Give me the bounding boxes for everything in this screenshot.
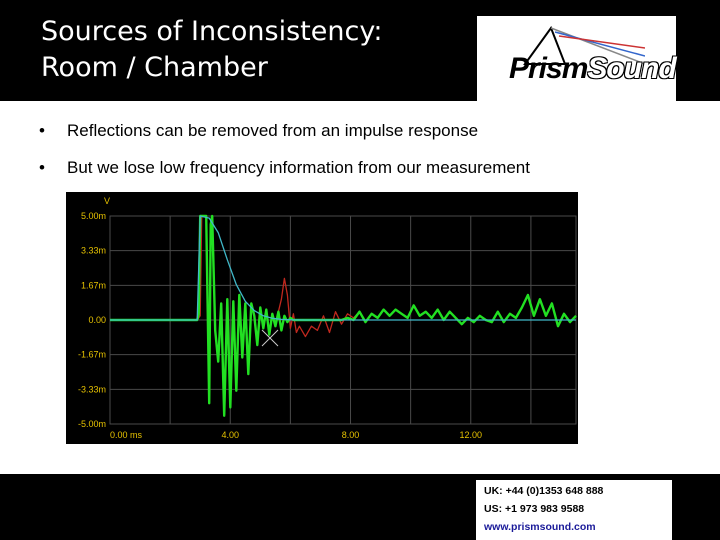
series-line-green: [110, 214, 577, 417]
logo-wordmark: PrismSound: [509, 52, 677, 85]
contact-uk-phone: UK: +44 (0)1353 648 888: [484, 485, 604, 497]
logo-top-strip: [477, 0, 676, 17]
x-tick-label: 0.00 ms: [110, 430, 143, 440]
contact-us-phone: US: +1 973 983 9588: [484, 503, 585, 515]
y-tick-label: 0.00: [88, 315, 106, 325]
oscilloscope-chart: 5.00m 3.33m 1.67m 0.00 -1.67m -3.33m -5.00m 0.0…: [66, 192, 578, 444]
x-tick-label: 4.00: [221, 430, 239, 440]
y-tick-label: -5.00m: [78, 419, 106, 429]
y-tick-label: 5.00m: [81, 211, 106, 221]
contact-box: UK: +44 (0)1353 648 888 US: +1 973 983 9…: [476, 480, 672, 540]
chart-series: [110, 214, 577, 417]
bullet-list: • Reflections can be removed from an impu…: [39, 120, 530, 194]
slide-title-line-1: Sources of Inconsistency:: [41, 16, 383, 47]
bullet-item: • But we lose low frequency information f…: [39, 158, 530, 177]
prism-icon: [523, 26, 645, 65]
y-axis-label: V: [104, 196, 110, 206]
bullet-text: Reflections can be removed from an impul…: [67, 121, 479, 140]
chart-ticks: 5.00m 3.33m 1.67m 0.00 -1.67m -3.33m -5.00m 0.0…: [78, 211, 482, 440]
cursor-marker: [261, 329, 279, 347]
y-tick-label: 3.33m: [81, 246, 106, 256]
slide-title-line-2: Room / Chamber: [41, 52, 268, 83]
y-tick-label: -3.33m: [78, 384, 106, 394]
chart-svg: 5.00m 3.33m 1.67m 0.00 -1.67m -3.33m -5.00m 0.0…: [78, 196, 577, 440]
slide-title: Sources of Inconsistency: Room / Chamber: [41, 14, 461, 86]
bullet-text: But we lose low frequency information fr…: [67, 158, 530, 177]
series-line-cyan: [110, 215, 576, 321]
prism-sound-logo: PrismSound: [477, 16, 677, 101]
x-tick-label: 8.00: [342, 430, 360, 440]
x-tick-label: 12.00: [460, 430, 483, 440]
y-tick-label: -1.67m: [78, 350, 106, 360]
contact-website-link[interactable]: www.prismsound.com: [484, 521, 596, 533]
bullet-item: • Reflections can be removed from an impu…: [39, 121, 479, 140]
y-tick-label: 1.67m: [81, 280, 106, 290]
